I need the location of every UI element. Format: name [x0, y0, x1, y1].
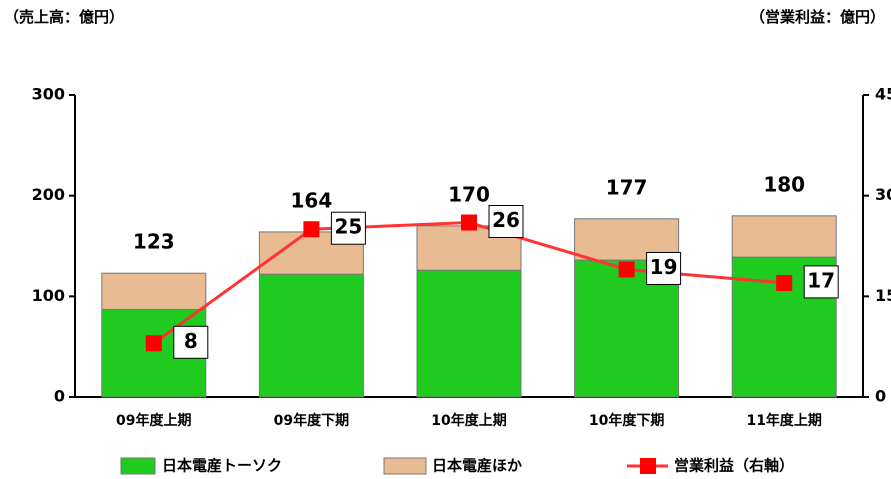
right-axis-tick-label: 15: [875, 286, 891, 305]
x-axis-category-label: 10年度下期: [589, 412, 664, 429]
right-axis-tick-label: 45: [875, 85, 891, 104]
right-axis-tick-label: 0: [875, 387, 886, 406]
bar-segment: [102, 273, 206, 309]
x-axis-category-label: 09年度下期: [274, 412, 349, 429]
bar-total-label: 170: [448, 182, 490, 206]
bar-total-label: 123: [133, 230, 175, 254]
profit-value-label: 25: [334, 215, 362, 239]
x-axis-category-label: 10年度上期: [431, 412, 506, 429]
profit-marker: [776, 275, 792, 291]
profit-value-label: 26: [492, 208, 520, 232]
profit-marker: [303, 221, 319, 237]
legend-label-profit: 営業利益（右軸）: [674, 457, 794, 475]
left-axis-tick-label: 100: [32, 286, 65, 305]
legend-swatch-toso: [121, 458, 155, 474]
bar-total-label: 180: [763, 172, 805, 196]
profit-marker: [461, 215, 477, 231]
legend-swatch-others: [384, 458, 426, 474]
legend-label-toso: 日本電産トーソク: [162, 457, 282, 475]
bar-segment: [732, 216, 836, 257]
profit-marker: [619, 261, 635, 277]
bar-segment: [259, 274, 363, 397]
x-axis-category-label: 09年度上期: [116, 412, 191, 429]
legend-marker-profit: [640, 458, 656, 474]
profit-marker: [146, 335, 162, 351]
profit-value-label: 19: [650, 255, 678, 279]
left-axis-tick-label: 200: [32, 185, 65, 204]
left-axis-tick-label: 300: [32, 85, 65, 104]
bar-total-label: 164: [291, 188, 333, 212]
legend-label-others: 日本電産ほか: [432, 457, 522, 475]
x-axis-category-label: 11年度上期: [746, 412, 821, 429]
bar-segment: [417, 270, 521, 397]
left-axis-tick-label: 0: [54, 387, 65, 406]
profit-value-label: 8: [184, 329, 198, 353]
bar-total-label: 177: [606, 175, 648, 199]
profit-value-label: 17: [807, 268, 835, 292]
right-axis-tick-label: 30: [875, 185, 891, 204]
